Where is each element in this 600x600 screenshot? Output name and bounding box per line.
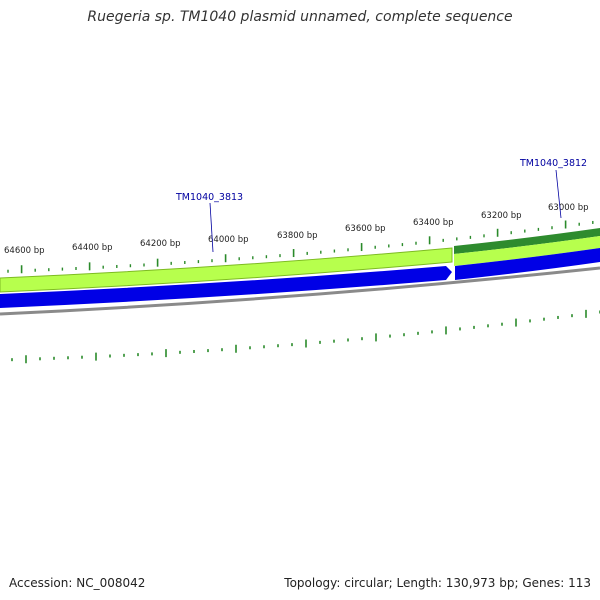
gene-leader-line (209, 202, 214, 253)
gene-label-3812[interactable]: TM1040_3812 (519, 158, 587, 169)
ruler-ticks (7, 220, 594, 274)
strand-blue-right[interactable] (455, 248, 600, 280)
gene-band-light-right[interactable] (454, 236, 600, 266)
strand-blue-left[interactable] (0, 266, 452, 308)
map-title: Ruegeria sp. TM1040 plasmid unnamed, com… (87, 9, 513, 25)
summary-text: Topology: circular; Length: 130,973 bp; … (284, 576, 591, 590)
gene-band-dark-right[interactable] (454, 228, 600, 254)
gc-ticks (11, 309, 600, 364)
ruler-label: 64600 bp (4, 246, 45, 256)
backbone-circle (0, 266, 600, 316)
ruler-label: 63000 bp (548, 203, 589, 213)
gene-band-light-left[interactable] (0, 247, 453, 293)
ruler-label: 64200 bp (140, 239, 181, 249)
ruler-label: 64400 bp (72, 243, 113, 253)
ruler-label: 64000 bp (208, 235, 249, 245)
ruler-label: 63800 bp (277, 231, 318, 241)
gene-leader-line (555, 169, 562, 219)
ruler-label: 63200 bp (481, 211, 522, 221)
ruler-label: 63400 bp (413, 218, 454, 228)
gene-label-3813[interactable]: TM1040_3813 (175, 192, 243, 203)
ruler-label: 63600 bp (345, 224, 386, 234)
accession-text: Accession: NC_008042 (9, 576, 146, 590)
